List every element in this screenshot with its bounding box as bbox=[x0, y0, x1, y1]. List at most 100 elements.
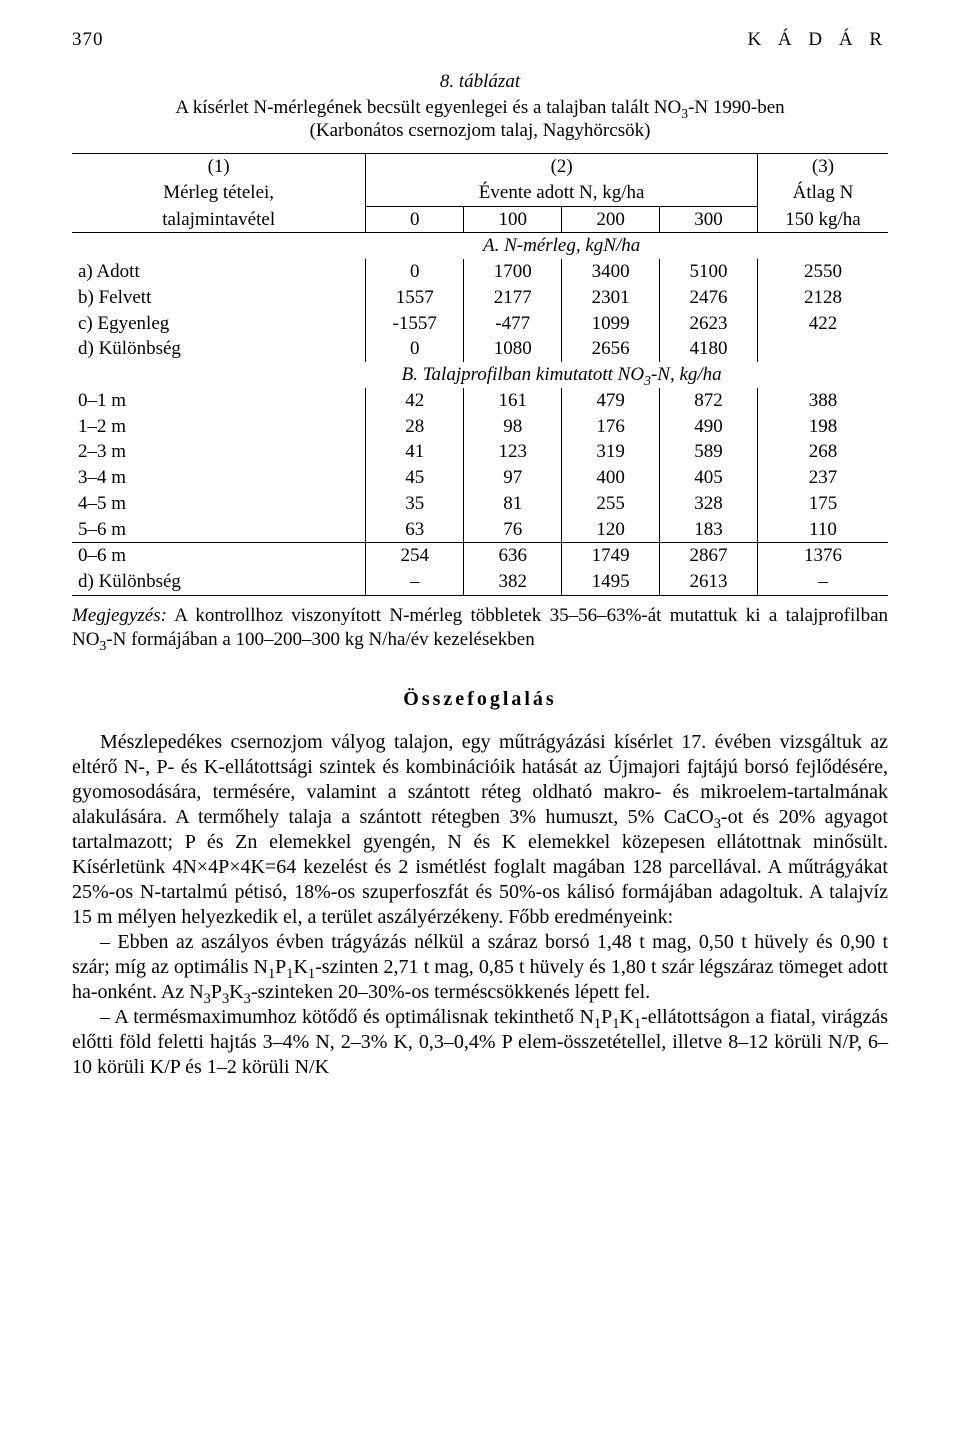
cell: 35 bbox=[366, 491, 464, 517]
cell: 328 bbox=[660, 491, 758, 517]
cell: 0 bbox=[366, 336, 464, 362]
cell: 5100 bbox=[660, 259, 758, 285]
table-note: Megjegyzés: A kontrollhoz viszonyított N… bbox=[72, 604, 888, 652]
sectionB-title: B. Talajprofilban kimutatott NO3-N, kg/h… bbox=[366, 362, 758, 388]
cell: 81 bbox=[464, 491, 562, 517]
table-row: 5–6 m6376120183110 bbox=[72, 517, 888, 543]
table-row: 0–6 m254636174928671376 bbox=[72, 543, 888, 569]
cell: 2867 bbox=[660, 543, 758, 569]
table-row: 0–1 m42161479872388 bbox=[72, 388, 888, 414]
row-label: 0–1 m bbox=[72, 388, 366, 414]
col3-sup: (3) bbox=[757, 154, 888, 180]
row-label: d) Különbség bbox=[72, 336, 366, 362]
cell: 98 bbox=[464, 414, 562, 440]
subcol-2: 200 bbox=[562, 206, 660, 233]
note-text: A kontrollhoz viszonyított N-mérleg több… bbox=[72, 605, 888, 650]
page-header: 370 K Á D Á R bbox=[72, 28, 888, 52]
cell: 123 bbox=[464, 439, 562, 465]
cell: 63 bbox=[366, 517, 464, 543]
sectionA-title: A. N-mérleg, kgN/ha bbox=[366, 233, 758, 259]
cell: 382 bbox=[464, 569, 562, 595]
row-label: d) Különbség bbox=[72, 569, 366, 595]
cell: 2476 bbox=[660, 285, 758, 311]
subcol-3: 300 bbox=[660, 206, 758, 233]
row-label: 1–2 m bbox=[72, 414, 366, 440]
cell: 2177 bbox=[464, 285, 562, 311]
avg-cell: 268 bbox=[757, 439, 888, 465]
cell: 319 bbox=[562, 439, 660, 465]
cell: -477 bbox=[464, 311, 562, 337]
summary-p3: – A termésmaximumhoz kötődő és optimális… bbox=[72, 1005, 888, 1080]
cell: 255 bbox=[562, 491, 660, 517]
avg-cell: 422 bbox=[757, 311, 888, 337]
avg-cell: 2128 bbox=[757, 285, 888, 311]
table-caption-line-1: A kísérlet N-mérlegének becsült egyenleg… bbox=[72, 96, 888, 120]
cell: 2623 bbox=[660, 311, 758, 337]
table-row: b) Felvett15572177230124762128 bbox=[72, 285, 888, 311]
row-label: 3–4 m bbox=[72, 465, 366, 491]
row-label: 4–5 m bbox=[72, 491, 366, 517]
cell: 872 bbox=[660, 388, 758, 414]
col3-label-b: 150 kg/ha bbox=[757, 206, 888, 233]
cell: 4180 bbox=[660, 336, 758, 362]
cell: 1557 bbox=[366, 285, 464, 311]
table-row: 3–4 m4597400405237 bbox=[72, 465, 888, 491]
cell: 0 bbox=[366, 259, 464, 285]
avg-cell: 1376 bbox=[757, 543, 888, 569]
data-table: (1) (2) (3) Mérleg tételei, Évente adott… bbox=[72, 153, 888, 596]
cell: 405 bbox=[660, 465, 758, 491]
cell: – bbox=[366, 569, 464, 595]
cell: 120 bbox=[562, 517, 660, 543]
cell: 1749 bbox=[562, 543, 660, 569]
col2-label: Évente adott N, kg/ha bbox=[366, 180, 758, 206]
cell: 28 bbox=[366, 414, 464, 440]
page-number: 370 bbox=[72, 28, 104, 52]
cell: 1080 bbox=[464, 336, 562, 362]
page: 370 K Á D Á R 8. táblázat A kísérlet N-m… bbox=[0, 0, 960, 1120]
cell: 400 bbox=[562, 465, 660, 491]
table-caption: 8. táblázat bbox=[72, 70, 888, 94]
cell: 42 bbox=[366, 388, 464, 414]
summary-p2: – Ebben az aszályos évben trágyázás nélk… bbox=[72, 930, 888, 1005]
avg-cell: 237 bbox=[757, 465, 888, 491]
col3-label-a: Átlag N bbox=[757, 180, 888, 206]
subcol-1: 100 bbox=[464, 206, 562, 233]
table-row: 1–2 m2898176490198 bbox=[72, 414, 888, 440]
table-row: a) Adott01700340051002550 bbox=[72, 259, 888, 285]
cell: 76 bbox=[464, 517, 562, 543]
row-label: 2–3 m bbox=[72, 439, 366, 465]
cell: 2656 bbox=[562, 336, 660, 362]
cell: 41 bbox=[366, 439, 464, 465]
row-label: 0–6 m bbox=[72, 543, 366, 569]
avg-cell: 2550 bbox=[757, 259, 888, 285]
cell: -1557 bbox=[366, 311, 464, 337]
avg-cell: 110 bbox=[757, 517, 888, 543]
table-row: 2–3 m41123319589268 bbox=[72, 439, 888, 465]
table-row: 4–5 m3581255328175 bbox=[72, 491, 888, 517]
subcol-0: 0 bbox=[366, 206, 464, 233]
col1-sup: (1) bbox=[72, 154, 366, 180]
avg-cell: 388 bbox=[757, 388, 888, 414]
cell: 176 bbox=[562, 414, 660, 440]
avg-cell: 198 bbox=[757, 414, 888, 440]
avg-cell bbox=[757, 336, 888, 362]
avg-cell: 175 bbox=[757, 491, 888, 517]
cell: 636 bbox=[464, 543, 562, 569]
cell: 479 bbox=[562, 388, 660, 414]
row-label: c) Egyenleg bbox=[72, 311, 366, 337]
cell: 490 bbox=[660, 414, 758, 440]
summary-p1: Mészlepedékes csernozjom vályog talajon,… bbox=[72, 730, 888, 930]
col1-label-b: talajmintavétel bbox=[72, 206, 366, 233]
cell: 254 bbox=[366, 543, 464, 569]
table-row: c) Egyenleg-1557-47710992623422 bbox=[72, 311, 888, 337]
cell: 1099 bbox=[562, 311, 660, 337]
cell: 161 bbox=[464, 388, 562, 414]
avg-cell: – bbox=[757, 569, 888, 595]
cell: 183 bbox=[660, 517, 758, 543]
cell: 1700 bbox=[464, 259, 562, 285]
cell: 2301 bbox=[562, 285, 660, 311]
col1-label-a: Mérleg tételei, bbox=[72, 180, 366, 206]
table-caption-line-2: (Karbonátos csernozjom talaj, Nagyhörcsö… bbox=[72, 119, 888, 143]
row-label: 5–6 m bbox=[72, 517, 366, 543]
cell: 589 bbox=[660, 439, 758, 465]
